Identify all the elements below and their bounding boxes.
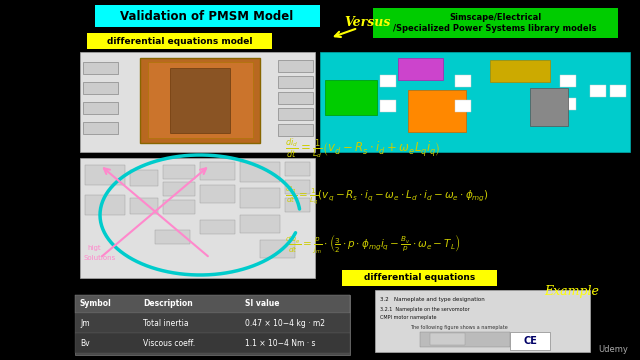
Bar <box>590 85 606 97</box>
Text: Jm: Jm <box>80 319 90 328</box>
Bar <box>200 185 235 203</box>
Bar <box>398 58 443 80</box>
Bar <box>85 165 125 185</box>
Bar <box>75 333 350 353</box>
Bar <box>200 162 235 180</box>
Text: Symbol: Symbol <box>80 300 112 309</box>
Bar <box>95 5 320 27</box>
Bar <box>278 108 313 120</box>
Text: Description: Description <box>143 300 193 309</box>
Bar <box>278 124 313 136</box>
Text: $\frac{di_d}{dt} = \frac{1}{L_d}\left(v_d - R_s \cdot i_d + \omega_e L_q i_q\rig: $\frac{di_d}{dt} = \frac{1}{L_d}\left(v_… <box>285 136 441 160</box>
Bar <box>560 75 576 87</box>
Text: SI value: SI value <box>245 300 280 309</box>
Text: differential equations model: differential equations model <box>108 36 253 45</box>
Text: Example: Example <box>545 285 600 298</box>
Bar <box>278 60 313 72</box>
Bar <box>610 85 626 97</box>
Bar <box>560 98 576 110</box>
Bar <box>83 62 118 74</box>
Bar <box>240 188 280 208</box>
Bar <box>75 295 350 355</box>
Bar <box>285 198 310 212</box>
Text: Versus: Versus <box>345 15 391 28</box>
Bar <box>200 220 235 234</box>
Text: Validation of PMSM Model: Validation of PMSM Model <box>120 10 294 23</box>
Bar <box>375 290 590 352</box>
Bar <box>510 332 550 350</box>
Bar <box>163 165 195 179</box>
Bar <box>148 62 253 138</box>
Bar <box>80 52 315 152</box>
Bar <box>83 82 118 94</box>
Bar <box>490 60 550 82</box>
Text: 0.47 × 10−4 kg · m2: 0.47 × 10−4 kg · m2 <box>245 319 325 328</box>
Bar <box>87 33 272 49</box>
Bar <box>430 333 465 345</box>
Bar <box>170 68 230 133</box>
Bar <box>380 100 396 112</box>
Text: CE: CE <box>523 336 537 346</box>
Bar <box>240 162 280 182</box>
Bar <box>530 88 568 126</box>
Text: Viscous coeff.: Viscous coeff. <box>143 338 195 347</box>
Bar <box>163 200 195 214</box>
Text: higt: higt <box>87 245 100 251</box>
Bar <box>342 270 497 286</box>
Bar <box>455 100 471 112</box>
Bar <box>278 76 313 88</box>
Text: CMPI motor nameplate: CMPI motor nameplate <box>380 315 436 320</box>
Bar <box>260 240 295 258</box>
Bar <box>240 215 280 233</box>
Bar <box>420 332 510 347</box>
Bar <box>75 295 350 313</box>
Text: differential equations: differential equations <box>364 274 476 283</box>
Bar <box>140 58 260 143</box>
Text: The following figure shows a nameplate: The following figure shows a nameplate <box>410 325 508 330</box>
Text: Total inertia: Total inertia <box>143 319 189 328</box>
Bar <box>408 90 466 132</box>
Text: $\frac{di_q}{dt} = \frac{1}{L_q}\left(v_q - R_s \cdot i_q - \omega_e \cdot L_d \: $\frac{di_q}{dt} = \frac{1}{L_q}\left(v_… <box>285 185 489 207</box>
Bar <box>325 80 377 115</box>
Bar <box>285 162 310 176</box>
Bar <box>380 75 396 87</box>
Text: Simscape/Electrical
/Specialized Power Systems library models: Simscape/Electrical /Specialized Power S… <box>393 13 596 33</box>
Bar <box>320 52 630 152</box>
Text: Bv: Bv <box>80 338 90 347</box>
Bar <box>83 122 118 134</box>
Text: $\frac{d\omega_e}{dt} = \frac{p}{J_m} \cdot \left(\frac{3}{2} \cdot p \cdot \phi: $\frac{d\omega_e}{dt} = \frac{p}{J_m} \c… <box>285 233 460 256</box>
Text: 3.2.1  Nameplate on the servomotor: 3.2.1 Nameplate on the servomotor <box>380 306 470 311</box>
Text: Solutions: Solutions <box>83 255 115 261</box>
Bar <box>373 8 618 38</box>
Bar <box>130 198 158 214</box>
Bar <box>163 182 195 196</box>
Text: Udemy: Udemy <box>598 345 628 354</box>
Bar <box>455 75 471 87</box>
Bar <box>285 180 310 194</box>
Bar <box>75 313 350 333</box>
Text: 1.1 × 10−4 Nm · s: 1.1 × 10−4 Nm · s <box>245 338 316 347</box>
Bar <box>130 170 158 186</box>
Bar <box>155 230 190 244</box>
Bar <box>278 92 313 104</box>
Bar <box>83 102 118 114</box>
Bar <box>85 195 125 215</box>
Text: 3.2   Nameplate and type designation: 3.2 Nameplate and type designation <box>380 297 484 302</box>
Bar <box>80 158 315 278</box>
